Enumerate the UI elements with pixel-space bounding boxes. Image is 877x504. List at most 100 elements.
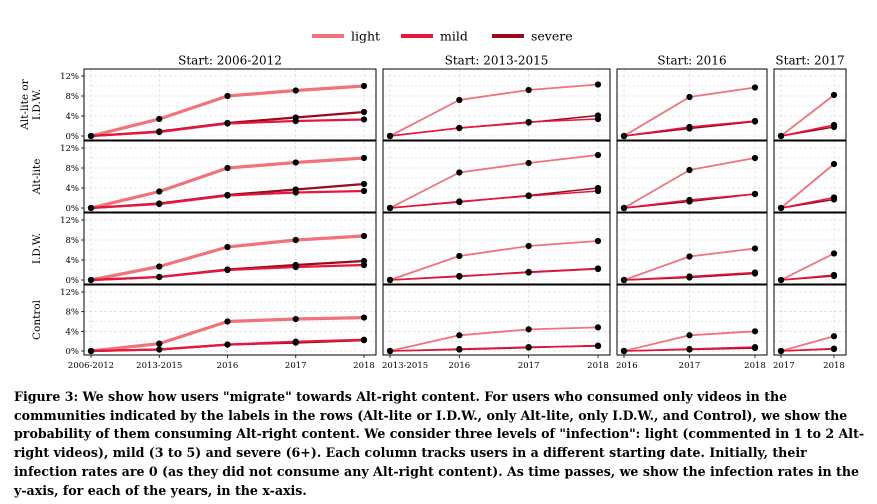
- data-point-mild: [751, 190, 759, 198]
- data-point-light: [686, 332, 693, 339]
- data-point-light: [594, 151, 602, 159]
- data-point-light: [751, 84, 759, 91]
- x-tick-label: 2016: [449, 361, 471, 371]
- data-point-mild: [360, 116, 368, 123]
- row-label-4: Control: [31, 299, 43, 340]
- series-line-light: [389, 83, 599, 137]
- data-point-mild: [777, 347, 785, 355]
- panel-frame: [773, 68, 847, 141]
- data-point-light: [686, 253, 693, 260]
- data-point-light: [525, 326, 532, 333]
- series-line-mild: [780, 347, 835, 352]
- data-point-mild: [620, 347, 628, 355]
- panel-frame: [83, 140, 377, 213]
- data-point-mild: [830, 194, 838, 201]
- row-label-1: Alt-lite or I.D.W.: [19, 78, 43, 131]
- panel-frame: [773, 140, 847, 213]
- data-point-mild: [456, 198, 463, 205]
- legend-item-severe: severe: [492, 29, 573, 44]
- data-point-light: [224, 92, 231, 100]
- panel-r2-c1: 0% 4% 8% 12%: [60, 140, 377, 214]
- legend-label-light: light: [351, 29, 380, 44]
- series-line-mild: [389, 118, 599, 137]
- data-point-light: [456, 169, 463, 176]
- data-point-mild: [386, 204, 394, 212]
- data-point-light: [156, 115, 163, 123]
- x-tick-label: 2017: [773, 361, 795, 371]
- data-point-mild: [594, 187, 602, 195]
- data-point-light: [830, 160, 838, 168]
- data-point-mild: [594, 115, 602, 123]
- row-label-3: I.D.W.: [31, 233, 43, 264]
- panel-frame: [616, 212, 768, 285]
- data-point-light: [525, 242, 532, 250]
- data-point-mild: [224, 120, 231, 127]
- panel-r1-c2: [382, 68, 611, 141]
- series-line-light: [780, 335, 835, 352]
- data-point-mild: [292, 189, 299, 196]
- data-point-mild: [224, 266, 231, 274]
- panel-r3-c4: [773, 212, 847, 285]
- data-point-mild: [830, 121, 838, 129]
- y-tick-label: 12%: [60, 144, 79, 154]
- data-point-mild: [751, 269, 759, 276]
- panel-r4-c1: 0% 4% 8% 12% 2006-2012 2013-2015 2016 2017 2018: [60, 284, 377, 371]
- figure-chart: light mild severe Start: 2006-2012 Start: 20…: [19, 29, 847, 371]
- y-tick-label: 4%: [66, 256, 80, 266]
- data-point-mild: [87, 347, 95, 355]
- data-point-light: [594, 237, 602, 245]
- panel-r2-c3: [616, 140, 768, 213]
- data-point-mild: [525, 192, 532, 200]
- panel-r3-c3: [616, 212, 768, 285]
- data-point-mild: [830, 345, 838, 352]
- data-point-mild: [456, 124, 463, 132]
- data-point-mild: [777, 132, 785, 140]
- data-point-light: [525, 86, 532, 94]
- panel-frame: [616, 140, 768, 213]
- data-point-light: [751, 328, 759, 335]
- data-point-mild: [751, 343, 759, 351]
- legend-item-mild: mild: [401, 29, 468, 44]
- series-line-mild: [389, 190, 599, 209]
- panel-frame: [382, 284, 611, 356]
- panel-frame: [773, 284, 847, 356]
- data-point-mild: [686, 123, 693, 131]
- data-point-mild: [156, 200, 163, 208]
- data-point-mild: [620, 204, 628, 212]
- data-point-mild: [386, 276, 394, 284]
- x-tick-label: 2018: [587, 361, 609, 371]
- data-point-mild: [594, 265, 602, 273]
- data-point-mild: [620, 132, 628, 140]
- data-point-mild: [777, 276, 785, 284]
- series-line-light: [389, 154, 599, 209]
- legend-item-light: light: [312, 29, 380, 44]
- panel-frame: [83, 68, 377, 141]
- panel-r4-c3: 2016 2017 2018: [616, 284, 768, 371]
- panel-frame: [773, 212, 847, 285]
- y-tick-label: 4%: [66, 327, 80, 337]
- panel-r1-c4: [773, 68, 847, 141]
- x-tick-label: 2017: [518, 361, 540, 371]
- series-line-mild: [780, 274, 835, 281]
- series-line-light: [389, 326, 599, 352]
- panel-r3-c1: 0% 4% 8% 12%: [60, 212, 377, 286]
- panel-r2-c4: [773, 140, 847, 213]
- x-tick-label: 2013-2015: [382, 361, 428, 371]
- data-point-mild: [360, 261, 368, 269]
- data-point-mild: [224, 192, 231, 199]
- data-point-mild: [525, 343, 532, 351]
- panel-frame: [616, 284, 768, 356]
- x-tick-label: 2018: [353, 361, 375, 371]
- data-point-mild: [292, 117, 299, 125]
- column-title-4: Start: 2017: [775, 54, 844, 68]
- series-line-mild: [780, 124, 835, 137]
- data-point-light: [156, 263, 163, 270]
- panel-r2-c2: [382, 140, 611, 213]
- data-point-mild: [156, 128, 163, 136]
- data-point-light: [224, 164, 231, 172]
- legend-label-mild: mild: [440, 29, 468, 44]
- series-line-light: [389, 240, 599, 281]
- y-tick-label: 0%: [66, 276, 80, 286]
- y-tick-label: 8%: [66, 308, 80, 318]
- y-tick-label: 12%: [60, 72, 79, 82]
